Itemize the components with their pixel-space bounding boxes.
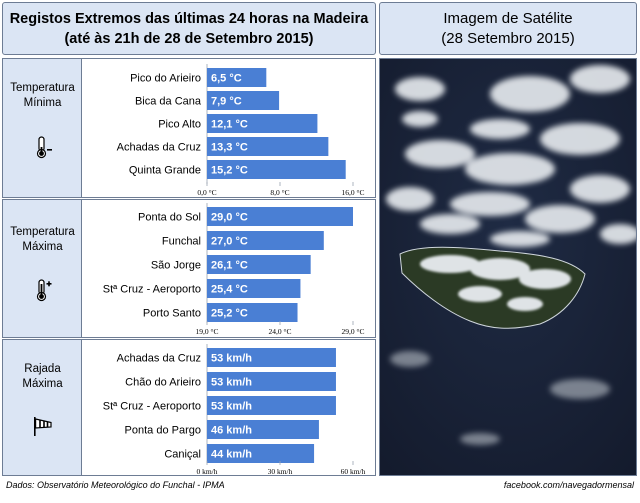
satellite-title: Imagem de Satélite <box>443 9 573 27</box>
category-cell-min-temp: Temperatura Mínima <box>3 59 82 197</box>
value-label: 53 km/h <box>211 377 252 389</box>
credit-link: facebook.com/navegadormensal <box>503 480 634 490</box>
category-label: Chão do Arieiro <box>125 377 201 389</box>
bar <box>207 91 280 110</box>
category-cell-max-temp: Temperatura Máxima <box>3 200 82 337</box>
category-label: Achadas da Cruz <box>117 353 201 365</box>
tick-label: 19,0 °C <box>195 327 218 336</box>
main-title-box: Registos Extremos das últimas 24 horas n… <box>2 2 376 55</box>
value-label: 7,9 °C <box>211 96 242 108</box>
value-label: 13,3 °C <box>211 142 248 154</box>
category-label-wind-gust: Rajada Máxima <box>22 363 63 390</box>
category-label: Stª Cruz - Aeroporto <box>103 401 201 413</box>
value-label: 15,2 °C <box>211 165 248 177</box>
category-label: Quinta Grande <box>129 165 201 177</box>
category-label-min-temp: Temperatura Mínima <box>10 82 75 109</box>
tick-label: 0 km/h <box>196 467 217 475</box>
bar <box>207 372 336 391</box>
category-label: Ponta do Pargo <box>125 425 201 437</box>
bar <box>207 348 336 367</box>
category-label: Funchal <box>162 236 201 248</box>
tick-label: 16,0 °C <box>341 188 364 197</box>
thermometer-minus-icon <box>36 136 52 159</box>
category-label: Ponta do Sol <box>138 212 201 224</box>
value-label: 53 km/h <box>211 353 252 365</box>
category-label: Bica da Cana <box>135 96 202 108</box>
bar <box>207 207 353 226</box>
panel-wind-gust: Rajada Máxima Achadas da Cruz 53 km/h Chão… <box>2 339 376 476</box>
bar <box>207 114 318 133</box>
satellite-title-box: Imagem de Satélite (28 Setembro 2015) <box>379 2 637 55</box>
bar <box>207 68 267 87</box>
value-label: 6,5 °C <box>211 73 242 85</box>
value-label: 25,4 °C <box>211 284 248 296</box>
value-label: 53 km/h <box>211 401 252 413</box>
tick-label: 0,0 °C <box>197 188 216 197</box>
chart-wind-gust: Achadas da Cruz 53 km/h Chão do Arieiro 53 … <box>83 340 375 475</box>
category-label: Achadas da Cruz <box>117 142 201 154</box>
tick-label: 29,0 °C <box>341 327 364 336</box>
category-label: Stª Cruz - Aeroporto <box>103 284 201 296</box>
chart-max-temp: Ponta do Sol 29,0 °C Funchal 27,0 °C São Jor… <box>83 200 375 337</box>
bar <box>207 160 346 179</box>
bar <box>207 444 315 463</box>
category-label: Pico Alto <box>158 119 201 131</box>
bar <box>207 231 324 250</box>
panel-max-temp: Temperatura Máxima Ponta do Sol 29,0 °C Fu… <box>2 199 376 338</box>
value-label: 25,2 °C <box>211 308 248 320</box>
tick-label: 60 km/h <box>341 467 366 475</box>
value-label: 26,1 °C <box>211 260 248 272</box>
bar <box>207 255 311 274</box>
satellite-image <box>379 58 637 476</box>
data-source: Dados: Observatório Meteorológico do Fun… <box>6 480 225 490</box>
category-label: Porto Santo <box>143 308 201 320</box>
tick-label: 30 km/h <box>268 467 293 475</box>
category-label-max-temp: Temperatura Máxima <box>10 226 75 253</box>
value-label: 12,1 °C <box>211 119 248 131</box>
category-cell-wind-gust: Rajada Máxima <box>3 340 82 475</box>
value-label: 44 km/h <box>211 449 252 461</box>
tick-label: 8,0 °C <box>270 188 289 197</box>
satellite-date: (28 Setembro 2015) <box>441 29 575 47</box>
category-label: Caniçal <box>164 449 201 461</box>
bar <box>207 420 319 439</box>
chart-min-temp: Pico do Arieiro 6,5 °C Bica da Cana 7,9 °C P… <box>83 59 375 197</box>
chart-svg-max-temp: Ponta do Sol 29,0 °C Funchal 27,0 °C São Jor… <box>103 203 365 336</box>
category-label: Pico do Arieiro <box>130 73 201 85</box>
tick-label: 24,0 °C <box>268 327 291 336</box>
bar <box>207 396 336 415</box>
category-label: São Jorge <box>151 260 201 272</box>
value-label: 29,0 °C <box>211 212 248 224</box>
satellite-picture <box>380 59 636 475</box>
thermometer-plus-icon <box>36 279 52 302</box>
chart-svg-wind-gust: Achadas da Cruz 53 km/h Chão do Arieiro 53 … <box>103 344 366 475</box>
value-label: 27,0 °C <box>211 236 248 248</box>
windsock-icon <box>34 417 52 436</box>
panel-min-temp: Temperatura Mínima Pico do Arieiro 6,5 °C… <box>2 58 376 198</box>
bar <box>207 279 301 298</box>
bar <box>207 303 298 322</box>
main-subtitle: (até às 21h de 28 de Setembro 2015) <box>64 30 314 47</box>
bar <box>207 137 329 156</box>
value-label: 46 km/h <box>211 425 252 437</box>
main-title: Registos Extremos das últimas 24 horas n… <box>9 10 369 27</box>
chart-svg-min-temp: Pico do Arieiro 6,5 °C Bica da Cana 7,9 °C P… <box>117 64 365 197</box>
